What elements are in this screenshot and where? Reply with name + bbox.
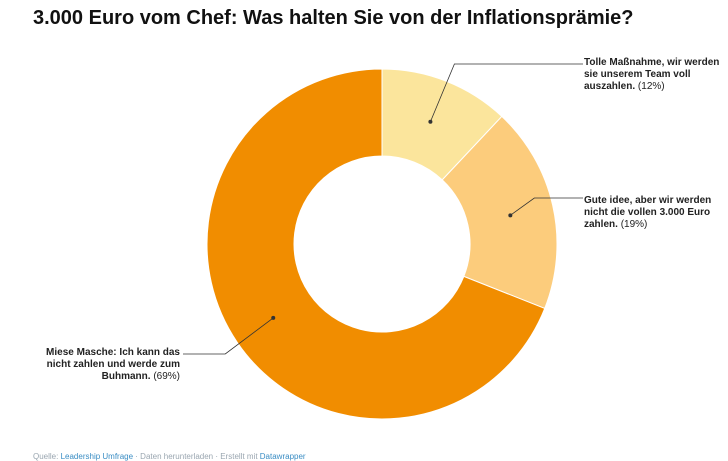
footer-source-link[interactable]: Leadership Umfrage <box>60 452 134 461</box>
leader-line <box>510 197 583 216</box>
slice-label-text: Gute idee, aber wir werden nicht die vol… <box>584 195 712 230</box>
slice-label-partial-payout: Gute idee, aber wir werden nicht die vol… <box>584 195 728 231</box>
leader-dot <box>508 213 513 218</box>
slice-partial-payout <box>441 115 558 310</box>
slice-cannot-pay <box>206 68 546 420</box>
leader-line <box>430 63 583 122</box>
slice-label-value: (12%) <box>637 81 665 92</box>
footer-tool-link[interactable]: Datawrapper <box>259 452 306 461</box>
slice-label-value: (19%) <box>620 219 648 230</box>
slice-label-text: Tolle Maßnahme, wir werden sie unserem T… <box>584 57 720 92</box>
chart-title: 3.000 Euro vom Chef: Was halten Sie von … <box>33 7 634 29</box>
footer-middle: · Daten herunterladen · Erstellt mit <box>133 452 260 461</box>
slice-label-text: Miese Masche: Ich kann das nicht zahlen … <box>46 347 180 382</box>
slice-label-cannot-pay: Miese Masche: Ich kann das nicht zahlen … <box>30 347 180 383</box>
slice-label-full-payout: Tolle Maßnahme, wir werden sie unserem T… <box>584 57 728 93</box>
leader-line <box>183 317 274 355</box>
chart-footer: Quelle: Leadership Umfrage · Daten herun… <box>33 452 306 461</box>
leader-dot <box>271 315 276 320</box>
footer-prefix: Quelle: <box>33 452 61 461</box>
slice-label-value: (69%) <box>153 371 180 382</box>
leader-dot <box>428 119 433 124</box>
